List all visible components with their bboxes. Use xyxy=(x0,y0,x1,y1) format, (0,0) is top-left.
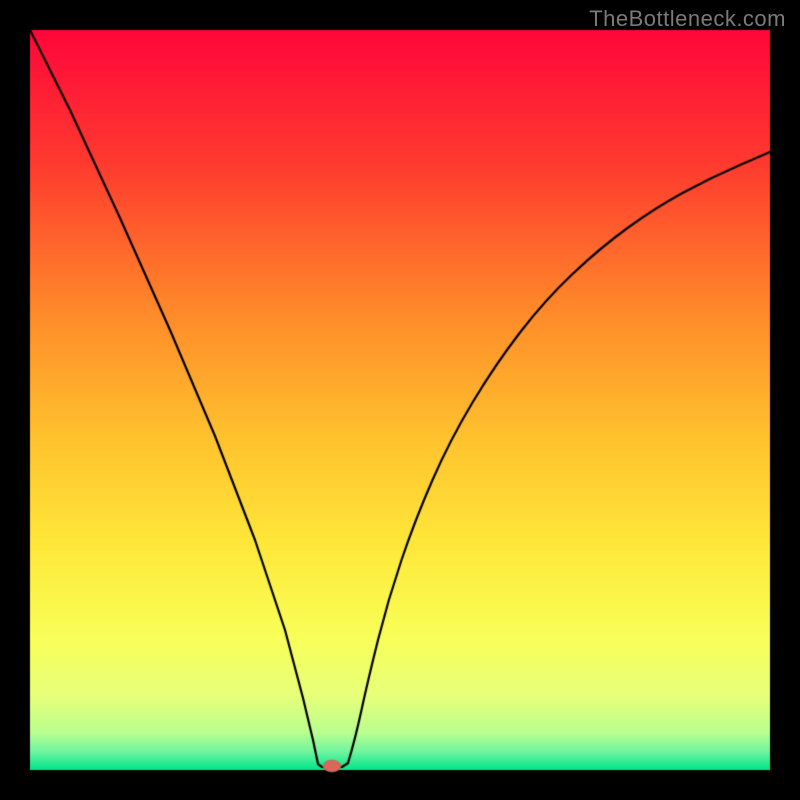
bottleneck-chart xyxy=(0,0,800,800)
watermark-text: TheBottleneck.com xyxy=(589,6,786,32)
